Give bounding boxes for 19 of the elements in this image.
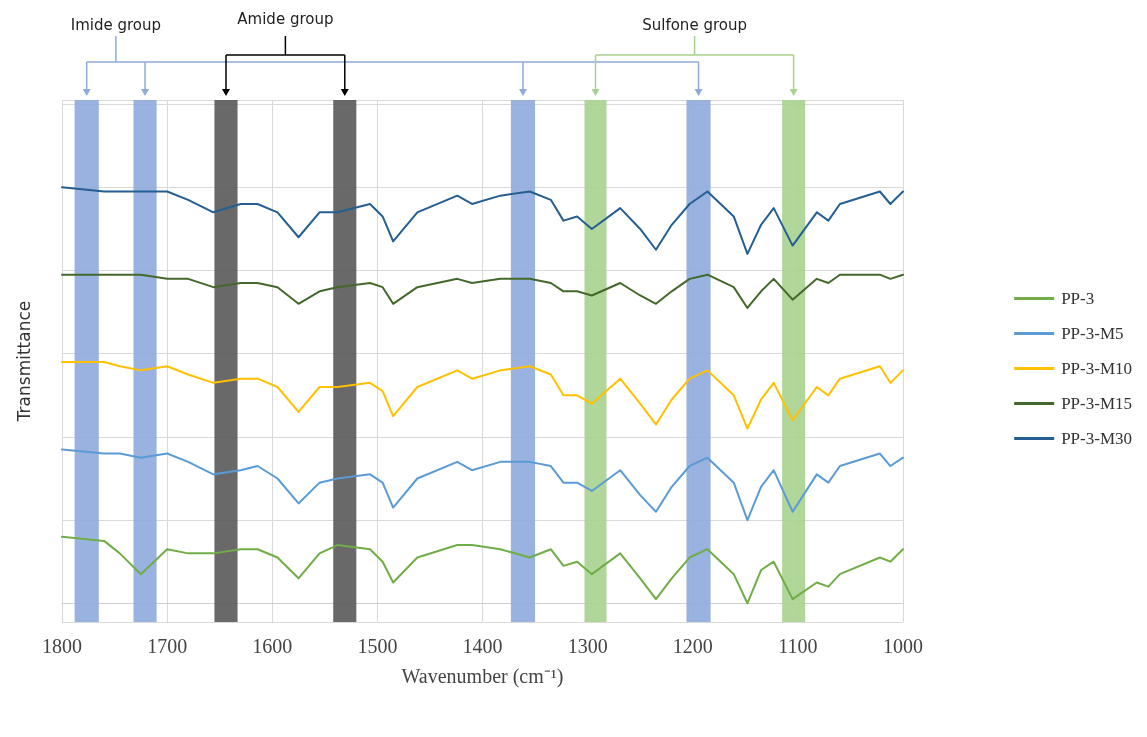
x-axis-title: Wavenumber (cm⁻¹) xyxy=(401,665,564,688)
x-tick-label: 1100 xyxy=(778,635,818,657)
legend-label: PP-3-M15 xyxy=(1061,394,1133,413)
x-tick-label: 1200 xyxy=(672,635,713,657)
x-tick-label: 1400 xyxy=(462,635,503,657)
legend-label: PP-3 xyxy=(1061,289,1095,308)
x-tick-label: 1600 xyxy=(252,635,293,657)
legend-label: PP-3-M10 xyxy=(1061,359,1133,378)
y-axis-title: Transmittance xyxy=(13,300,34,423)
x-tick-label: 1500 xyxy=(357,635,398,657)
text: Amide group xyxy=(237,10,334,28)
x-tick-label: 1300 xyxy=(567,635,608,657)
text: Sulfone group xyxy=(642,16,747,34)
x-tick-label: 1700 xyxy=(147,635,188,657)
x-tick-label: 1000 xyxy=(883,635,923,657)
legend-label: PP-3-M5 xyxy=(1061,324,1124,343)
legend-label: PP-3-M30 xyxy=(1061,429,1133,448)
text: Imide group xyxy=(70,16,162,34)
x-tick-label: 1800 xyxy=(42,635,82,657)
